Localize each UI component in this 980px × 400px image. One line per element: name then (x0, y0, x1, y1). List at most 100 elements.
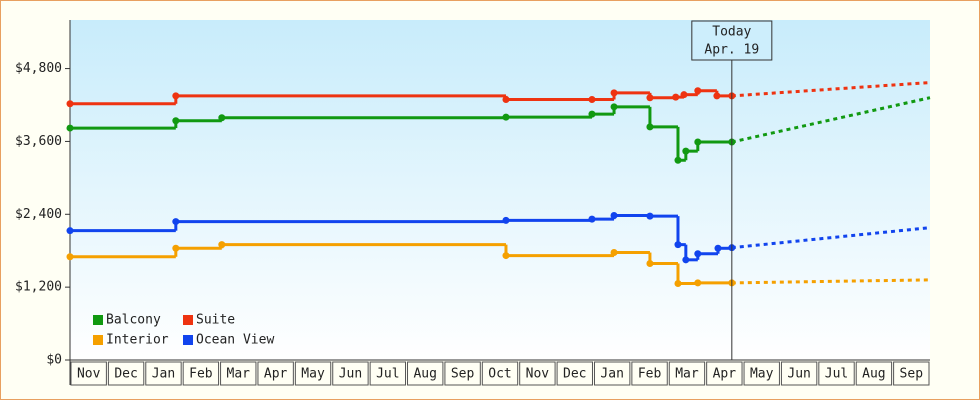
month-cell (481, 361, 519, 386)
point (674, 241, 682, 249)
point (588, 110, 596, 118)
point (588, 96, 596, 104)
forecast-line (731, 96, 931, 144)
x-tick-label: Jul (825, 367, 848, 382)
point (672, 93, 680, 101)
point (172, 92, 180, 100)
month-cell (107, 361, 145, 386)
point (674, 156, 682, 164)
forecast-line (731, 278, 931, 285)
x-tick-label: Mar (227, 367, 251, 382)
point (218, 114, 226, 122)
forecast-line (731, 226, 931, 250)
point (646, 94, 654, 102)
point (680, 91, 688, 99)
month-cell (444, 361, 481, 386)
point (682, 147, 690, 155)
month-cell (294, 361, 332, 386)
point (172, 218, 180, 226)
point (714, 244, 722, 252)
point (682, 256, 690, 264)
point (713, 92, 721, 100)
month-cell (332, 361, 369, 386)
month-cell (369, 361, 407, 386)
point (610, 249, 618, 257)
month-cell (855, 361, 893, 386)
point (674, 280, 682, 287)
month-cell (818, 361, 855, 386)
legend-swatch (183, 335, 193, 345)
x-tick-label: Dec (114, 367, 137, 382)
plot-area (70, 20, 930, 360)
month-cell (70, 361, 107, 386)
x-tick-label: Feb (189, 367, 213, 382)
x-tick-label: Jun (787, 367, 810, 382)
month-cell (220, 361, 257, 386)
x-tick-label: Nov (526, 367, 550, 382)
point (610, 89, 618, 97)
y-tick-label: $4,800 (15, 61, 62, 76)
point (610, 212, 618, 219)
month-cell (145, 361, 182, 386)
x-tick-label: Feb (638, 367, 662, 382)
x-tick-label: Apr (713, 367, 737, 382)
point (502, 252, 510, 260)
today-box (691, 20, 773, 61)
legend-label: Interior (106, 333, 169, 348)
legend-label: Ocean View (196, 333, 274, 348)
point (588, 215, 596, 223)
month-cell (706, 361, 743, 386)
y-tick-label: $2,400 (15, 207, 62, 222)
legend-swatch (93, 335, 103, 345)
point (694, 250, 702, 258)
point (66, 100, 74, 108)
x-tick-label: Apr (264, 367, 288, 382)
legend-label: Balcony (106, 313, 161, 328)
month-cell (519, 361, 556, 386)
x-tick-label: Aug (413, 367, 436, 382)
x-tick-label: Oct (488, 367, 511, 382)
y-tick-label: $0 (46, 353, 62, 368)
legend-label: Suite (196, 313, 235, 328)
point (502, 113, 510, 121)
today-label: Today (712, 25, 751, 40)
x-tick-label: Jan (600, 367, 623, 382)
point (646, 123, 654, 131)
forecast-line (731, 81, 931, 98)
month-cell (893, 361, 930, 386)
point (66, 253, 74, 261)
x-tick-label: May (750, 367, 774, 382)
month-cell (182, 361, 220, 386)
x-tick-label: Jul (376, 367, 399, 382)
point (694, 138, 702, 146)
point (646, 212, 654, 220)
point (694, 87, 702, 95)
y-tick-label: $1,200 (15, 280, 62, 295)
x-tick-label: Dec (563, 367, 586, 382)
month-cell (668, 361, 706, 386)
y-tick-label: $3,600 (15, 134, 62, 149)
x-tick-label: Nov (77, 367, 101, 382)
point (172, 117, 180, 125)
point (172, 244, 180, 252)
month-cell (593, 361, 631, 386)
point (646, 259, 654, 267)
x-tick-label: May (301, 367, 325, 382)
month-cell (556, 361, 593, 386)
month-cell (743, 361, 780, 386)
point (694, 279, 702, 287)
legend-swatch (183, 315, 193, 325)
month-cell (257, 361, 294, 386)
x-tick-label: Aug (862, 367, 885, 382)
point (66, 227, 74, 235)
point (218, 241, 226, 249)
month-cell (407, 361, 444, 386)
x-tick-label: Jan (152, 367, 175, 382)
today-label: Apr. 19 (704, 43, 759, 58)
x-tick-label: Sep (900, 367, 924, 382)
x-tick-label: Sep (451, 367, 475, 382)
point (502, 216, 510, 224)
point (66, 124, 74, 132)
legend-swatch (93, 315, 103, 325)
